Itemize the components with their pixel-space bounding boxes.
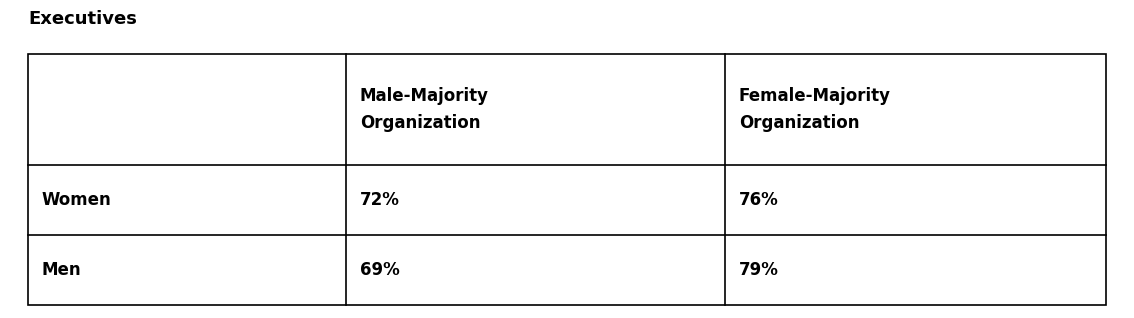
Text: 76%: 76% — [739, 191, 779, 209]
Text: Women: Women — [42, 191, 112, 209]
Text: Female-Majority
Organization: Female-Majority Organization — [739, 87, 891, 132]
Text: Men: Men — [42, 261, 82, 279]
Text: 79%: 79% — [739, 261, 779, 279]
Bar — [28, 54, 1106, 305]
Text: Executives: Executives — [28, 10, 137, 28]
Text: 69%: 69% — [359, 261, 399, 279]
Text: 72%: 72% — [359, 191, 399, 209]
Text: Male-Majority
Organization: Male-Majority Organization — [359, 87, 489, 132]
